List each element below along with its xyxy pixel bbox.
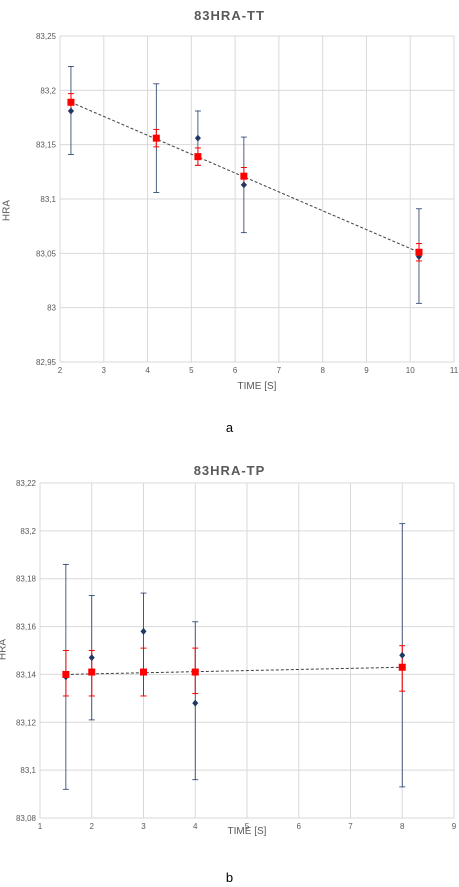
x-tick-label: 5 [189,366,194,375]
data-point-square [415,248,423,256]
y-tick-label: 82,95 [36,358,57,367]
chart-plot-b: 1 2 3 4 5 6 7 8 9 83,08 83,1 83,12 83,14 83,16 83,18 83… [16,479,457,831]
data-point-diamond [88,654,95,662]
x-tick-label: 9 [452,822,457,831]
figure-label-b: b [225,870,234,885]
data-point-square [140,668,147,676]
y-tick-label: 83,14 [16,670,37,679]
data-point-square [191,668,199,676]
y-tick-label: 83,2 [20,527,36,536]
y-axis-label: HRA [1,199,13,222]
y-tick-label: 83,12 [16,718,37,727]
x-tick-label: 7 [348,822,353,831]
data-point-square [67,98,75,106]
data-point-diamond [67,107,74,115]
y-tick-label: 83,2 [40,86,56,95]
x-tick-label: 6 [233,366,238,375]
x-tick-label: 11 [450,366,459,375]
data-point-square [240,172,248,180]
data-point-square [88,668,96,676]
x-tick-label: 8 [400,822,405,831]
chart-panel-a: 83HRA-TT 2 3 4 5 6 7 8 9 10 11 82,95 83 83,05 83,1 83,… [0,0,459,400]
y-tick-label: 83,08 [16,814,37,823]
chart-plot-a: 2 3 4 5 6 7 8 9 10 11 82,95 83 83,05 83,1 83,15 83,2 83,… [36,32,459,375]
x-tick-label: 8 [320,366,325,375]
x-tick-label: 6 [297,822,302,831]
y-tick-label: 83,1 [20,766,36,775]
chart-title: 83HRA-TP [193,463,266,478]
trend-line [65,666,403,675]
data-point-square [194,153,202,161]
data-point-diamond [140,627,147,635]
data-point-diamond [240,181,247,189]
chart-panel-b: 83HRA-TP 1 2 3 4 5 6 7 8 9 83,08 83,1 83,12 83,14 83,… [0,455,459,845]
x-tick-label: 1 [38,822,43,831]
x-tick-label: 7 [277,366,282,375]
data-point-diamond [399,651,406,659]
x-tick-label: 5 [245,822,250,831]
chart-title: 83HRA-TT [194,8,265,23]
x-tick-label: 3 [141,822,146,831]
x-tick-label: 3 [102,366,107,375]
y-tick-label: 83,15 [36,141,57,150]
y-tick-label: 83,05 [36,249,57,258]
y-tick-label: 83,1 [40,195,56,204]
data-point-square [398,663,406,671]
y-axis-label: HRA [0,638,9,661]
x-tick-label: 4 [145,366,150,375]
x-tick-label: 9 [364,366,369,375]
x-tick-label: 10 [406,366,415,375]
y-tick-label: 83,22 [16,479,37,488]
x-axis-label: TIME [S] [227,826,267,837]
data-point-square [152,134,160,142]
data-point-diamond [194,134,201,142]
trend-line [70,101,420,253]
y-tick-label: 83 [47,304,56,313]
x-tick-label: 4 [193,822,198,831]
x-tick-label: 2 [58,366,63,375]
y-tick-label: 83,25 [36,32,57,41]
y-tick-label: 83,18 [16,575,37,584]
x-tick-label: 2 [90,822,95,831]
figure-label-a: a [225,420,234,435]
x-axis-label: TIME [S] [237,381,277,392]
data-point-diamond [192,699,199,707]
y-tick-label: 83,16 [16,623,37,632]
data-point-square [62,670,70,678]
